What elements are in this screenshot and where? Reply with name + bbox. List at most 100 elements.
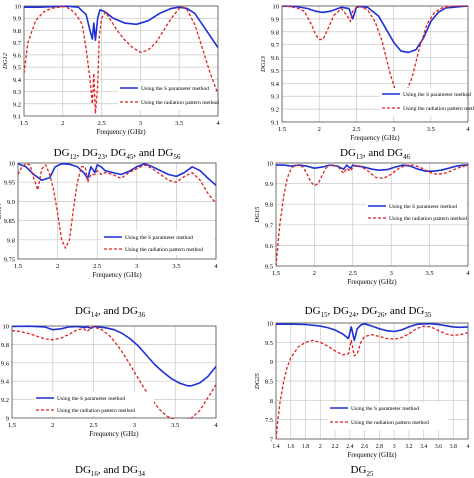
y-tick-label: 10 xyxy=(3,324,10,331)
series-line-radiation-pattern xyxy=(276,164,468,267)
x-tick-label: 2.8 xyxy=(376,444,383,450)
x-axis-title: Frequency (GHz) xyxy=(89,430,139,438)
caption-text: , and DG xyxy=(133,147,174,159)
caption-text: DG xyxy=(350,464,367,476)
caption-panel-6: DG25 xyxy=(351,464,374,478)
chart-panel-5: 9 9.2 9.4 9.6 9.8 10 1.5 2 2.5 3 3.5 4 Frequency (GH… xyxy=(1,324,219,439)
y-tick-label: 9.6 xyxy=(13,52,22,59)
y-tick-label: 9.7 xyxy=(13,40,22,47)
y-axis-title: DG25 xyxy=(254,372,261,390)
caption-text: DG xyxy=(53,147,70,159)
y-tick-label: 9.9 xyxy=(13,16,21,23)
y-tick-label: 7 xyxy=(270,437,274,444)
legend-label: Using the S parameter method xyxy=(403,92,471,98)
x-tick-label: 2 xyxy=(319,444,322,450)
plot-frame xyxy=(275,322,469,440)
x-tick-label: 3.5 xyxy=(172,263,180,270)
caption-subscript: 15 xyxy=(320,311,328,320)
x-tick-label: 4 xyxy=(466,126,470,133)
series-line-s-parameter xyxy=(276,164,468,172)
x-tick-label: 3.5 xyxy=(175,120,183,127)
y-tick-label: 9.85 xyxy=(4,218,15,225)
legend: Using the S parameter method Using the ra… xyxy=(328,402,448,430)
legend-label: Using the radiation pattern method xyxy=(141,100,219,106)
x-tick-label: 1.8 xyxy=(302,444,309,450)
legend-label: Using the radiation pattern method xyxy=(351,420,429,426)
legend-label: Using the radiation pattern method xyxy=(125,247,203,253)
series-line-s-parameter xyxy=(18,163,216,186)
y-tick-label: 9.3 xyxy=(13,89,21,96)
y-tick-label: 10 xyxy=(9,161,16,168)
y-tick-label: 9 xyxy=(270,359,273,366)
x-tick-label: 4 xyxy=(467,444,470,450)
x-tick-label: 3.5 xyxy=(427,126,435,133)
y-tick-label: 10 xyxy=(267,161,274,168)
caption-text: , and DG xyxy=(362,147,403,159)
x-tick-label: 2 xyxy=(61,120,64,127)
x-tick-label: 2.5 xyxy=(90,422,98,429)
series-line-s-parameter xyxy=(12,325,216,387)
legend-label: Using the radiation pattern method xyxy=(389,216,467,222)
x-tick-label: 2.2 xyxy=(331,444,338,450)
y-tick-label: 7.5 xyxy=(265,417,273,424)
y-tick-label: 9.8 xyxy=(13,28,21,35)
caption-panel-5: DG16, and DG34 xyxy=(75,464,145,478)
caption-subscript: 12 xyxy=(69,153,77,162)
y-axis-title: DG14 xyxy=(0,202,3,220)
caption-text: , and DG xyxy=(97,305,138,317)
x-tick-label: 3 xyxy=(393,444,396,450)
chart-panel-6: 7 7.5 8 8.5 9 9.5 10 1.4 1.6 1.8 2 2.2 2.4 2.6 2.8 3 3.2… xyxy=(254,321,470,460)
legend: Using the S parameter method Using the ra… xyxy=(102,231,214,255)
x-tick-label: 2.5 xyxy=(98,120,106,127)
y-tick-label: 9.5 xyxy=(13,65,21,72)
x-tick-label: 2.6 xyxy=(361,444,368,450)
legend-label: Using the radiation pattern method xyxy=(57,408,135,414)
y-tick-label: 9.9 xyxy=(265,181,273,188)
caption-subscript: 56 xyxy=(173,153,181,162)
y-tick-label: 9.5 xyxy=(265,264,273,271)
x-tick-label: 1.4 xyxy=(272,444,279,450)
y-tick-label: 9.5 xyxy=(265,340,273,347)
chart-panel-2: 9.1 9.2 9.3 9.4 9.5 9.6 9.7 9.8 9.9 10 1.5 2 2.5 3 3.5… xyxy=(260,4,474,143)
caption-subscript: 24 xyxy=(348,311,356,320)
y-tick-label: 9.9 xyxy=(7,199,15,206)
series-line-radiation-pattern xyxy=(276,325,468,440)
caption-subscript: 36 xyxy=(137,311,145,320)
caption-text: DG xyxy=(75,305,91,317)
y-tick-label: 10 xyxy=(267,321,274,328)
chart-panel-4: 9.5 9.6 9.7 9.8 9.9 10 1.5 2 2.5 3 3.5 4 Frequency (… xyxy=(254,161,470,287)
x-tick-label: 2 xyxy=(56,263,59,270)
x-axis-title: Frequency (GHz) xyxy=(350,134,400,142)
legend-background xyxy=(102,231,214,255)
series-line-radiation-pattern xyxy=(18,163,216,249)
y-axis-title: DG13 xyxy=(260,55,267,73)
legend-background xyxy=(366,200,466,224)
plot-frame xyxy=(11,325,217,419)
caption-panel-3: DG14, and DG36 xyxy=(75,305,145,319)
legend-label: Using the radiation pattern method xyxy=(403,106,474,112)
y-tick-label: 9.2 xyxy=(13,101,21,108)
y-tick-label: 10 xyxy=(15,4,22,11)
caption-subscript: 45 xyxy=(126,153,134,162)
plot-frame xyxy=(281,5,469,123)
x-tick-label: 4 xyxy=(216,120,220,127)
series-line-radiation-pattern xyxy=(12,326,216,419)
y-axis-title: DG12 xyxy=(2,52,9,70)
x-tick-label: 1.5 xyxy=(20,120,28,127)
x-tick-label: 2.5 xyxy=(93,263,101,270)
plot-frame xyxy=(23,5,219,117)
x-tick-label: 2.5 xyxy=(349,270,357,277)
legend-background xyxy=(118,82,214,110)
y-axis-title: DG15 xyxy=(254,206,261,224)
y-tick-label: 9.4 xyxy=(271,81,280,88)
legend-background xyxy=(328,402,448,430)
x-tick-label: 3.2 xyxy=(405,444,412,450)
caption-panel-4: DG15, DG24, DG26, and DG35 xyxy=(305,305,432,319)
caption-text: , and DG xyxy=(97,464,138,476)
y-tick-label: 9.7 xyxy=(271,42,280,49)
y-tick-label: 9.3 xyxy=(271,94,279,101)
legend-background xyxy=(380,88,466,116)
legend-label: Using the S parameter method xyxy=(389,204,457,210)
